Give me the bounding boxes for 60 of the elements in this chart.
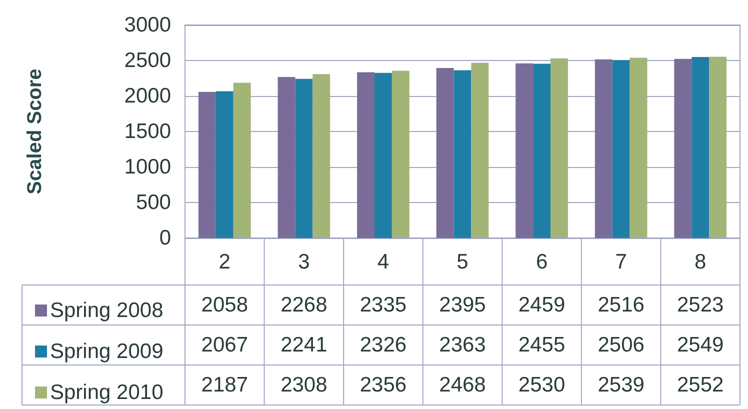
data-label: 2455 bbox=[518, 334, 566, 356]
x-tick-label: 4 bbox=[377, 250, 390, 274]
data-label: 2506 bbox=[598, 334, 644, 356]
x-tick-label: 2 bbox=[218, 250, 230, 274]
data-label: 2067 bbox=[201, 334, 248, 356]
bar bbox=[295, 78, 313, 238]
data-label: 2539 bbox=[598, 374, 644, 396]
legend-label: Spring 2010 bbox=[50, 381, 164, 404]
y-tick-label: 1500 bbox=[124, 120, 171, 143]
bar bbox=[692, 57, 710, 238]
bar bbox=[436, 68, 454, 238]
x-tick-label: 8 bbox=[694, 250, 706, 274]
data-label: 2549 bbox=[677, 334, 724, 356]
data-label: 2326 bbox=[360, 334, 407, 356]
y-tick-label: 1000 bbox=[124, 156, 171, 178]
data-label: 2241 bbox=[280, 334, 328, 356]
bar bbox=[357, 72, 374, 238]
data-label: 2268 bbox=[280, 294, 328, 316]
data-label: 2459 bbox=[518, 294, 566, 316]
data-label: 2335 bbox=[360, 294, 407, 316]
bar bbox=[550, 58, 568, 238]
legend-label: Spring 2008 bbox=[50, 299, 164, 322]
data-label: 2363 bbox=[439, 334, 486, 356]
x-tick-label: 7 bbox=[615, 250, 627, 274]
y-tick-label: 2000 bbox=[124, 84, 171, 108]
bar bbox=[516, 63, 534, 238]
bar bbox=[674, 58, 692, 238]
bar bbox=[216, 91, 234, 238]
x-tick-label: 5 bbox=[456, 250, 468, 274]
y-axis-title: Scaled Score bbox=[24, 68, 46, 194]
data-label: 2516 bbox=[598, 294, 644, 316]
data-label: 2308 bbox=[280, 374, 328, 396]
bar bbox=[392, 70, 410, 238]
bar bbox=[709, 56, 727, 238]
bar bbox=[312, 74, 330, 238]
bar bbox=[533, 64, 551, 238]
y-tick-label: 2500 bbox=[124, 49, 171, 72]
data-label: 2395 bbox=[439, 294, 486, 316]
legend-label: Spring 2009 bbox=[50, 340, 164, 363]
data-label: 2523 bbox=[677, 294, 724, 316]
bar bbox=[374, 72, 392, 238]
data-label: 2058 bbox=[201, 294, 248, 316]
bar bbox=[594, 59, 612, 238]
data-label: 2468 bbox=[439, 374, 486, 396]
y-tick-label: 0 bbox=[159, 226, 171, 250]
bar bbox=[630, 58, 648, 238]
bar bbox=[278, 76, 296, 238]
bar bbox=[612, 60, 630, 238]
bar bbox=[233, 82, 251, 238]
x-tick-label: 3 bbox=[298, 250, 310, 274]
bar bbox=[454, 70, 472, 238]
bar bbox=[471, 62, 489, 238]
data-label: 2552 bbox=[677, 374, 724, 396]
y-tick-label: 500 bbox=[136, 191, 171, 214]
x-tick-label: 6 bbox=[536, 250, 548, 274]
data-label: 2356 bbox=[360, 374, 407, 396]
data-label: 2187 bbox=[201, 374, 248, 396]
data-label: 2530 bbox=[518, 374, 566, 396]
bar bbox=[198, 92, 216, 238]
y-tick-label: 3000 bbox=[124, 14, 171, 36]
